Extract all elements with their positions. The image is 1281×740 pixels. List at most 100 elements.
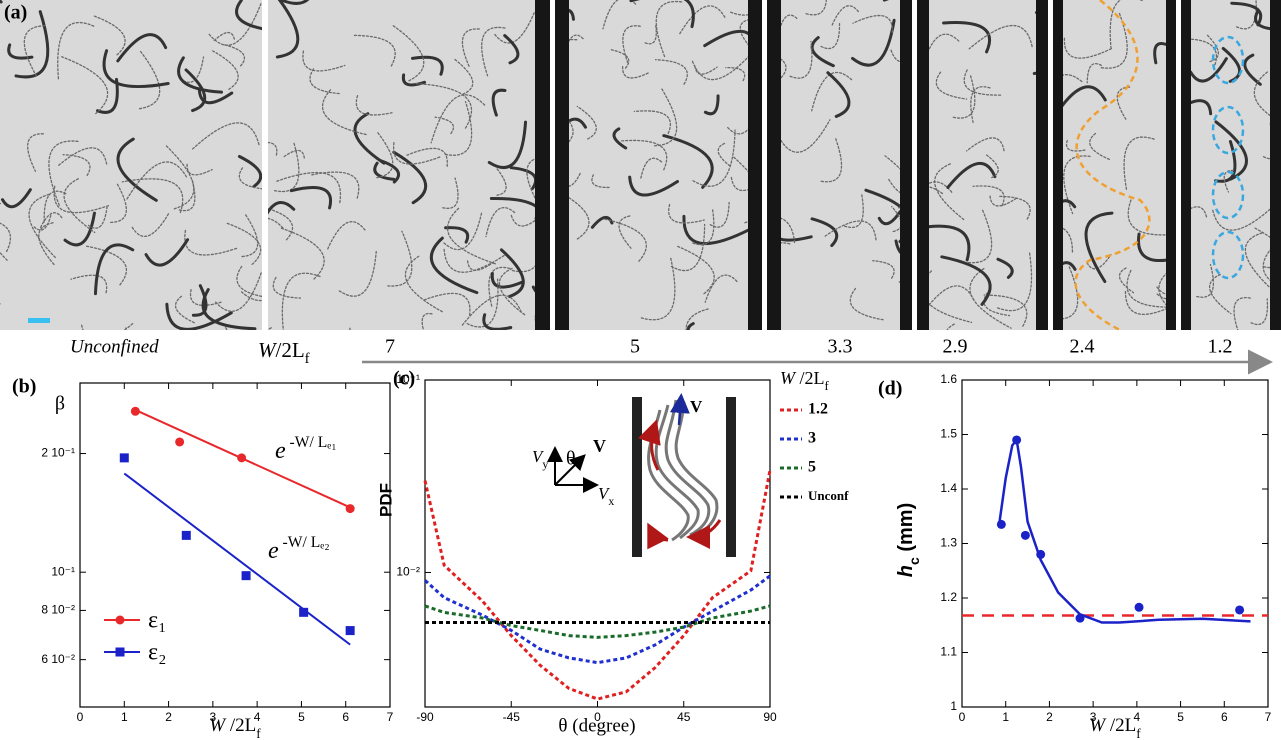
particle-trace	[121, 178, 184, 214]
particle-trace	[466, 278, 499, 328]
channel-wall	[1053, 0, 1063, 330]
particle-trace	[138, 50, 161, 110]
particle-trace	[429, 236, 479, 295]
marker	[1235, 605, 1245, 615]
particle-trace	[190, 122, 260, 151]
marker	[1020, 530, 1030, 540]
particle-trace	[730, 176, 762, 192]
particle-trace	[662, 134, 714, 189]
particle-trace	[678, 5, 726, 36]
particle-trace	[379, 159, 401, 184]
marker	[1134, 602, 1144, 612]
marker	[1075, 613, 1085, 623]
particle-trace	[1206, 34, 1219, 63]
text-part: h	[895, 565, 917, 577]
channel-wall	[1166, 0, 1176, 330]
particle-trace	[946, 161, 997, 189]
particle-trace	[237, 154, 262, 189]
particle-trace	[1053, 264, 1079, 320]
particle-trace	[481, 26, 506, 77]
inset-label: V	[690, 397, 703, 416]
particle-trace	[668, 203, 705, 224]
micrograph	[1053, 0, 1176, 330]
particle-trace	[767, 52, 787, 79]
particle-trace	[275, 171, 342, 204]
particle-trace	[289, 186, 333, 210]
particle-trace	[703, 94, 720, 116]
plot-frame	[79, 382, 391, 708]
x-tick-label: 1	[121, 710, 128, 724]
particle-trace	[1196, 263, 1214, 298]
particle-trace	[165, 144, 195, 210]
micrograph	[767, 0, 912, 330]
particle-trace	[591, 174, 612, 189]
particle-trace	[186, 163, 213, 176]
x-tick-label: 4	[254, 710, 261, 724]
arrow	[637, 419, 661, 471]
particle-trace	[983, 294, 1028, 327]
text-part: W	[258, 338, 278, 362]
particle-trace	[404, 255, 444, 313]
particle-trace	[191, 284, 208, 317]
particle-trace	[302, 50, 346, 72]
text-part: W	[1089, 715, 1107, 736]
particle-trace	[989, 195, 1018, 207]
micrograph	[917, 0, 1048, 330]
text-part: f	[305, 351, 310, 367]
particle-trace	[622, 25, 641, 64]
legend-label: 3	[808, 430, 816, 447]
text-part: W	[209, 715, 227, 736]
legend-label: Unconf	[808, 488, 849, 503]
particle-trace	[725, 67, 746, 82]
swimmer	[647, 399, 719, 542]
particle-trace	[1223, 169, 1234, 193]
x-tick-label: 0	[959, 710, 966, 724]
particle-trace	[310, 171, 360, 199]
particle-trace	[686, 322, 695, 330]
particle-trace	[240, 291, 262, 302]
particle-trace	[1221, 46, 1241, 83]
marker	[1012, 435, 1022, 445]
channel-wall	[748, 0, 762, 330]
y-tick-label: 1.3	[940, 536, 957, 550]
particle-trace	[482, 313, 513, 330]
channel-wall	[535, 0, 550, 330]
marker	[130, 406, 140, 416]
particle-trace	[126, 161, 188, 200]
arrow	[647, 522, 669, 550]
particle-trace	[996, 251, 1033, 312]
particle-trace	[970, 86, 991, 124]
micrograph	[555, 0, 762, 330]
particle-trace	[241, 214, 259, 258]
marker	[996, 519, 1006, 529]
x-tick-label: 3	[1090, 710, 1097, 724]
x-tick-label: -45	[503, 710, 521, 724]
particle-trace	[1214, 120, 1248, 181]
particle-trace	[653, 88, 678, 147]
x-tick-label: 6	[342, 710, 349, 724]
particle-trace	[236, 265, 262, 298]
image-strip	[0, 0, 1281, 330]
particle-trace	[969, 267, 1012, 329]
particle-trace	[1089, 132, 1111, 161]
wall	[632, 397, 642, 557]
channel-wall	[1036, 0, 1048, 330]
particle-trace	[485, 207, 516, 238]
text-part: /2L	[1105, 715, 1136, 736]
particle-trace	[443, 211, 483, 251]
particle-trace	[491, 88, 507, 117]
particle-trace	[917, 185, 944, 195]
text-part: f	[1136, 726, 1141, 740]
particle-trace	[0, 222, 12, 253]
particle-trace	[629, 0, 695, 29]
channel-wall	[767, 0, 781, 330]
particle-trace	[633, 110, 671, 135]
particle-trace	[376, 131, 394, 179]
panel-label: (c)	[393, 368, 415, 390]
particle-trace	[61, 56, 109, 115]
particle-trace	[442, 177, 459, 209]
particle-trace	[823, 220, 877, 241]
particle-trace	[208, 3, 262, 46]
